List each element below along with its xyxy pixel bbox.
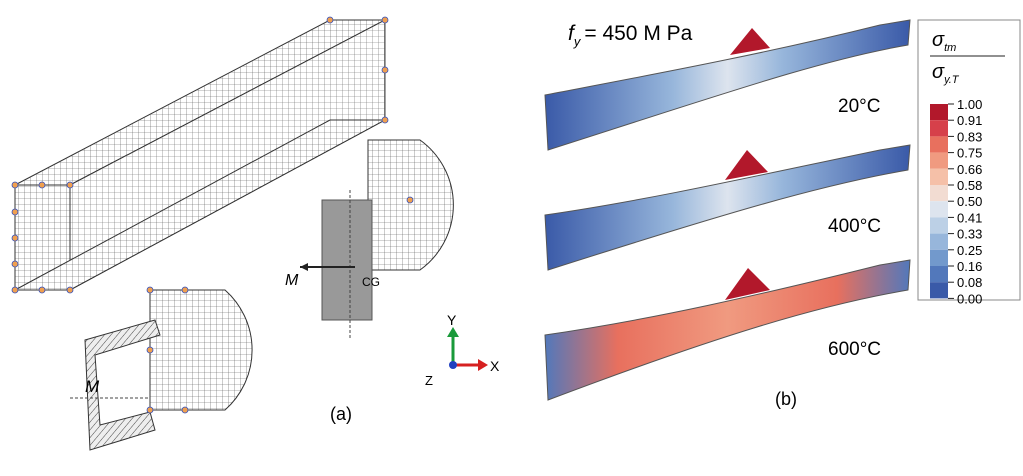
legend-subscript: y.T [943, 74, 960, 86]
legend: σtm σy.T 1.000.910.830.750.660.580.500.4… [918, 20, 1020, 306]
page: M M CG Y X Z (a) fy= 450 M Pa 20°C 400°C… [0, 0, 1023, 476]
legend-symbol: σ [932, 29, 945, 51]
legend-tick-label: 0.41 [957, 210, 982, 225]
color-swatch [930, 282, 948, 298]
figure: M M CG Y X Z (a) fy= 450 M Pa 20°C 400°C… [0, 0, 1023, 471]
legend-symbol: σ [932, 61, 945, 83]
moment-label: M [85, 377, 100, 396]
yield-text: = 450 M Pa [584, 22, 692, 45]
color-swatch [930, 250, 948, 266]
legend-tick-label: 0.25 [957, 243, 982, 258]
legend-tick-label: 0.75 [957, 146, 982, 161]
axis-label: Y [447, 312, 457, 328]
legend-tick-label: 0.50 [957, 194, 982, 209]
temperature-label: 400°C [828, 216, 881, 237]
color-swatch [930, 169, 948, 185]
color-swatch [930, 153, 948, 169]
legend-tick-label: 0.33 [957, 227, 982, 242]
yield-label: fy= 450 M Pa [568, 22, 693, 49]
moment-label: M [285, 272, 299, 289]
legend-tick-label: 0.58 [957, 178, 982, 193]
legend-tick-label: 0.00 [957, 291, 982, 306]
color-swatch [930, 136, 948, 152]
temperature-label: 20°C [838, 96, 880, 117]
yield-subscript: y [573, 34, 582, 49]
color-swatch [930, 201, 948, 217]
temperature-label: 600°C [828, 339, 881, 360]
cg-label: CG [362, 275, 380, 289]
color-swatch [930, 234, 948, 250]
legend-tick-label: 0.83 [957, 129, 982, 144]
panel-label: (b) [775, 389, 797, 409]
legend-tick-label: 0.16 [957, 259, 982, 274]
legend-tick-label: 0.66 [957, 162, 982, 177]
legend-tick-label: 0.08 [957, 275, 982, 290]
legend-tick-label: 0.91 [957, 113, 982, 128]
legend-subscript: tm [944, 42, 956, 54]
legend-tick-label: 1.00 [957, 97, 982, 112]
axis-label: Z [425, 373, 433, 388]
color-swatch [930, 120, 948, 136]
panel-a-drawing [12, 17, 488, 450]
panel-label: (a) [330, 404, 352, 424]
color-swatch [930, 217, 948, 233]
axis-label: X [490, 358, 500, 374]
color-swatch [930, 266, 948, 282]
color-swatch [930, 104, 948, 120]
color-swatch [930, 185, 948, 201]
